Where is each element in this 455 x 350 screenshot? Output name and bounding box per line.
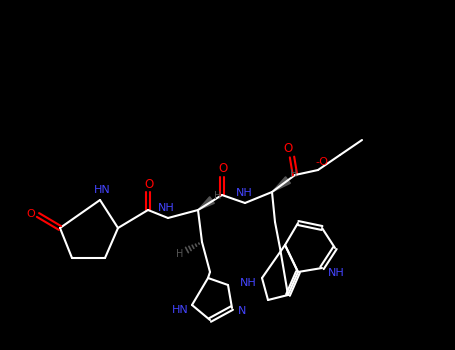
Text: H: H: [214, 191, 222, 201]
Polygon shape: [272, 177, 290, 192]
Text: NH: NH: [236, 188, 253, 198]
Text: H: H: [290, 169, 298, 179]
Text: H: H: [177, 249, 184, 259]
Text: NH: NH: [328, 268, 344, 278]
Text: HN: HN: [94, 185, 111, 195]
Text: N: N: [238, 306, 246, 316]
Text: O: O: [27, 209, 35, 219]
Text: O: O: [283, 142, 293, 155]
Text: HN: HN: [172, 305, 188, 315]
Polygon shape: [198, 197, 214, 210]
Text: NH: NH: [157, 203, 174, 213]
Text: O: O: [218, 162, 228, 175]
Text: O: O: [144, 177, 154, 190]
Text: NH: NH: [240, 278, 256, 288]
Text: -O: -O: [315, 157, 329, 167]
